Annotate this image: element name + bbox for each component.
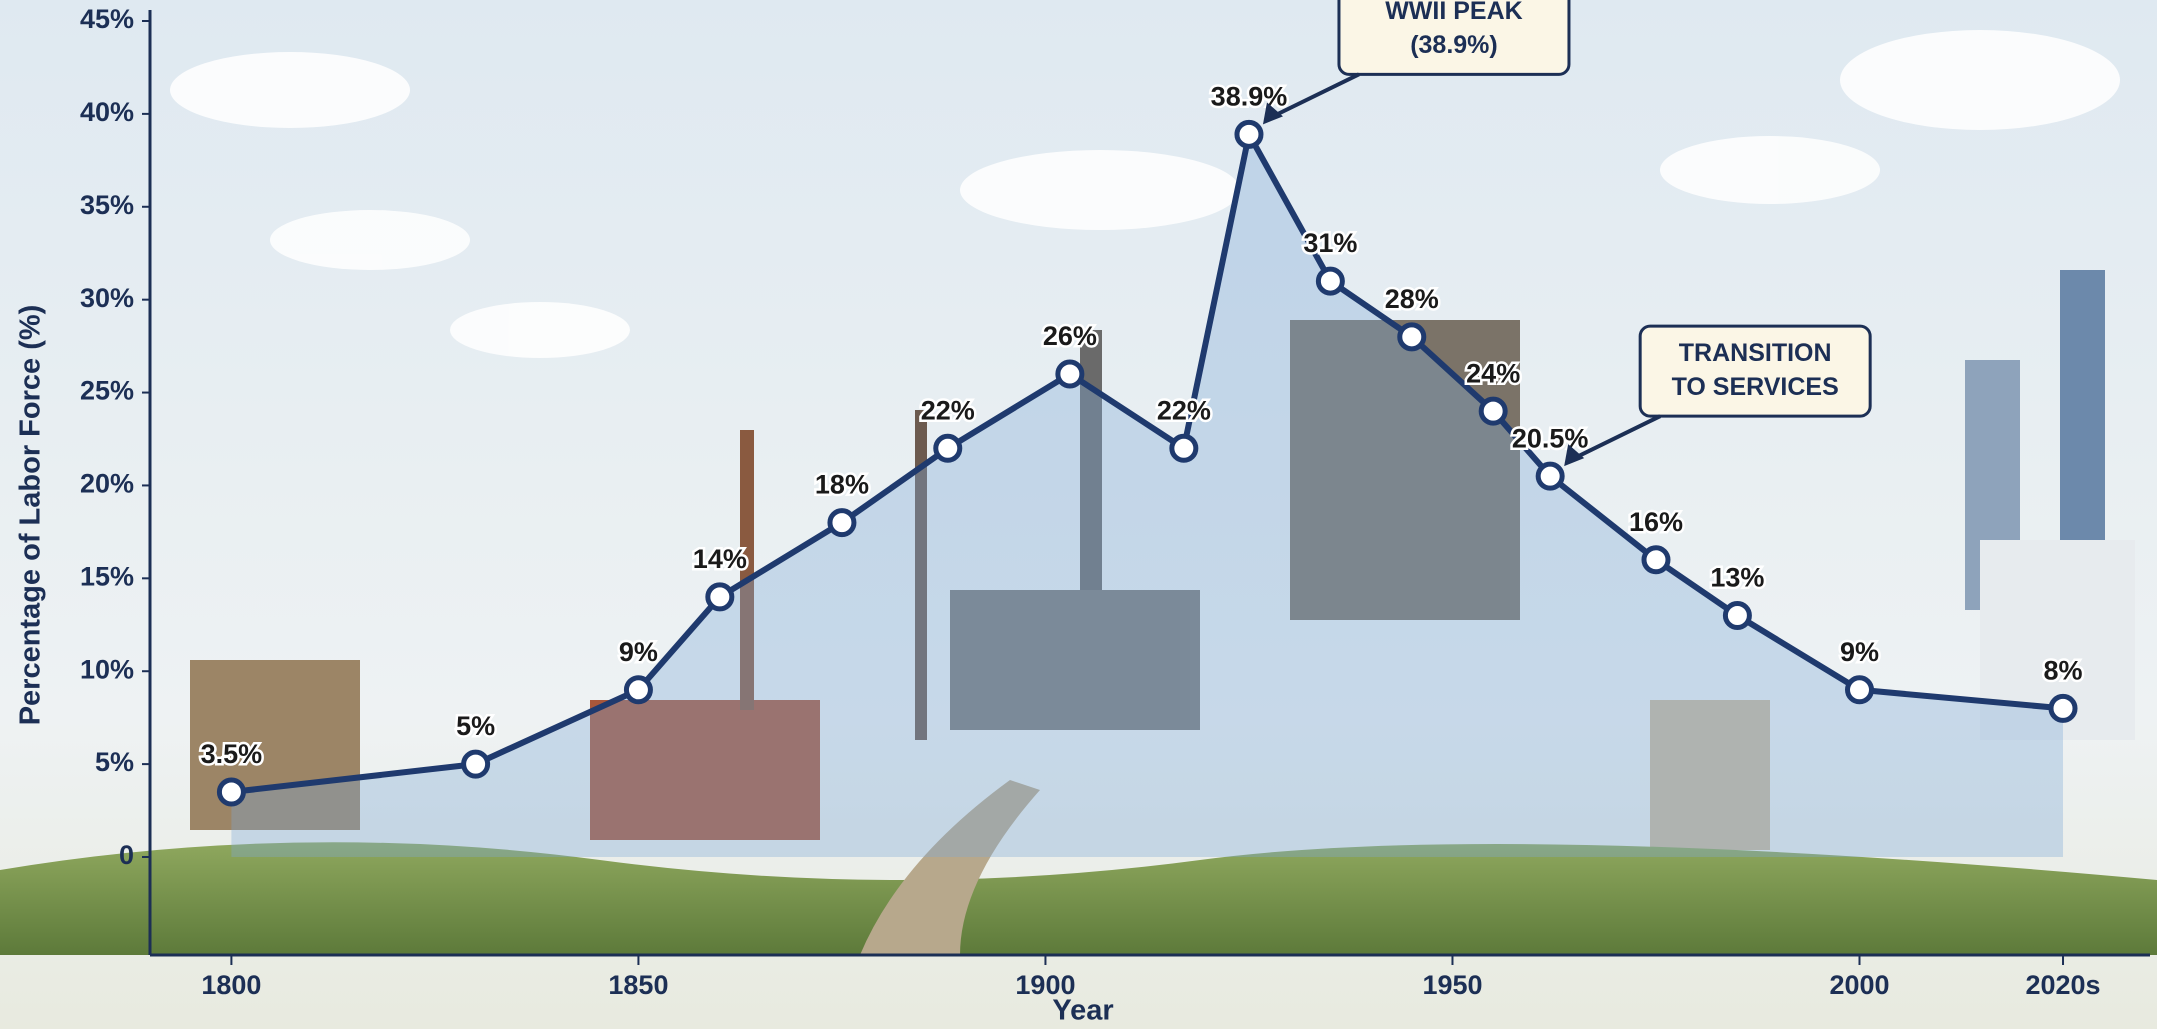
point (1397, 322, 1427, 352)
data-label: 3.5% (201, 739, 263, 769)
data-label: 38.9% (1211, 81, 1288, 111)
annotation-text: WWII PEAK (1385, 0, 1523, 25)
annotation-text: TRANSITION (1679, 339, 1832, 367)
point (1169, 433, 1199, 463)
point (2048, 693, 2078, 723)
data-label: 20.5% (1512, 423, 1589, 453)
point (1641, 545, 1671, 575)
point (1535, 461, 1565, 491)
data-label: 13% (1710, 563, 1764, 593)
point (461, 749, 491, 779)
x-tick-label: 2020s (2025, 970, 2100, 1000)
point (827, 508, 857, 538)
data-label: 24% (1466, 358, 1520, 388)
annotation-box (1638, 324, 1872, 418)
arrow-head (1564, 444, 1585, 467)
point (1722, 600, 1752, 630)
y-tick-label: 5% (95, 747, 134, 777)
point (1478, 396, 1508, 426)
point (1315, 266, 1345, 296)
data-label: 22% (921, 395, 975, 425)
x-tick-label: 1800 (201, 970, 261, 1000)
point (623, 675, 653, 705)
y-axis-title: Percentage of Labor Force (%) (15, 305, 47, 726)
y-tick-label: 30% (80, 283, 134, 313)
annotation-text: TO SERVICES (1672, 373, 1839, 401)
data-label: 5% (456, 711, 495, 741)
clouds (170, 30, 2120, 358)
y-tick-label: 35% (80, 190, 134, 220)
data-label: 31% (1303, 228, 1357, 258)
data-label: 16% (1629, 507, 1683, 537)
annotation-text: (38.9%) (1410, 31, 1498, 59)
point (1055, 359, 1085, 389)
x-tick-label: 1900 (1015, 970, 1075, 1000)
y-tick-label: 20% (80, 469, 134, 499)
point (1845, 675, 1875, 705)
x-axis-title: Year (1052, 995, 1113, 1027)
data-label: 26% (1043, 321, 1097, 351)
y-tick-label: 15% (80, 561, 134, 591)
arrow-head (1262, 102, 1283, 125)
x-tick-label: 1950 (1422, 970, 1482, 1000)
y-tick-label: 25% (80, 376, 134, 406)
area (231, 134, 2064, 858)
data-label: 8% (2044, 656, 2083, 686)
point (216, 777, 246, 807)
y-tick-label: 10% (80, 654, 134, 684)
data-label: 9% (619, 637, 658, 667)
annotation-arrow (1569, 414, 1662, 462)
data-label: 14% (693, 544, 747, 574)
data-label: 18% (815, 470, 869, 500)
y-tick-label: 45% (80, 4, 134, 34)
annotation-box (1337, 0, 1571, 76)
y-tick-label: 40% (80, 97, 134, 127)
point (1234, 119, 1264, 149)
annotation-arrow (1268, 72, 1360, 121)
x-tick-label: 1850 (608, 970, 668, 1000)
scenery (0, 270, 2157, 955)
data-label: 9% (1840, 637, 1879, 667)
point (705, 582, 735, 612)
data-label: 28% (1385, 284, 1439, 314)
data-label: 22% (1157, 395, 1211, 425)
x-tick-label: 2000 (1829, 970, 1889, 1000)
point (933, 433, 963, 463)
y-tick-label: 0 (119, 840, 134, 870)
